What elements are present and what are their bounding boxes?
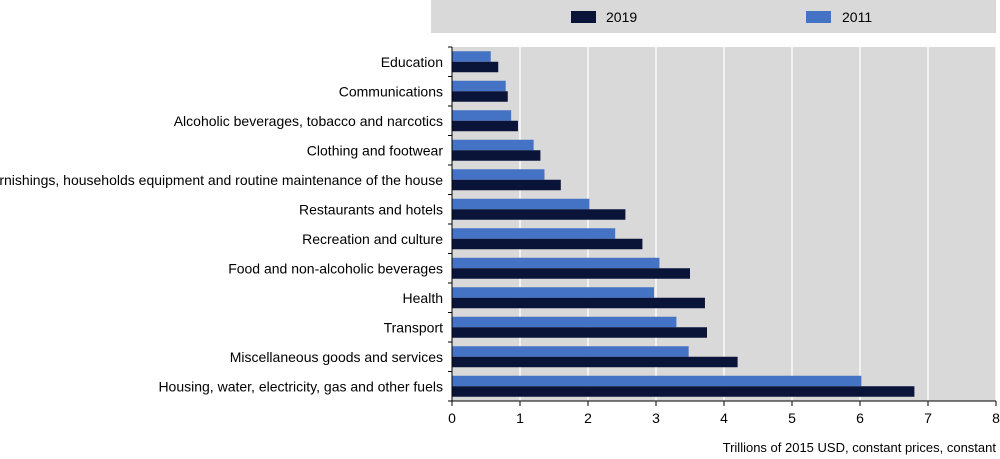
bar-2019 — [452, 179, 561, 191]
category-label: Miscellaneous goods and services — [230, 349, 443, 365]
x-tick-label: 4 — [720, 410, 728, 426]
bar-2019 — [452, 268, 690, 279]
x-tick-label: 6 — [856, 410, 864, 426]
legend-swatch-2019 — [571, 11, 596, 23]
x-tick-label: 1 — [516, 410, 524, 426]
bar-2011 — [452, 169, 545, 180]
bar-2011 — [452, 228, 616, 239]
bar-2011 — [452, 346, 689, 357]
bar-2019 — [452, 327, 707, 338]
bar-2011 — [452, 287, 654, 298]
x-tick-label: 5 — [788, 410, 796, 426]
bar-2019 — [452, 356, 738, 368]
bars — [452, 51, 915, 397]
bar-2019 — [452, 120, 518, 132]
x-tick-label: 7 — [924, 410, 932, 426]
legend-swatch-2011 — [806, 11, 831, 23]
category-label: Furnishings, households equipment and ro… — [0, 172, 443, 188]
bar-2019 — [452, 238, 643, 250]
category-label: Transport — [384, 319, 444, 335]
x-tick-label: 3 — [652, 410, 660, 426]
x-tick-label: 0 — [448, 410, 456, 426]
category-label: Health — [403, 290, 443, 306]
bar-2011 — [452, 110, 512, 121]
bar-2011 — [452, 139, 534, 151]
category-label: Restaurants and hotels — [299, 201, 443, 217]
bar-2011 — [452, 316, 677, 328]
gridlines — [519, 47, 997, 401]
bar-2019 — [452, 61, 499, 73]
legend-background — [431, 0, 996, 33]
legend: 2019 2011 — [571, 9, 872, 25]
x-ticks: 0 1 2 3 4 5 6 7 8 — [448, 401, 1000, 426]
category-label: Housing, water, electricity, gas and oth… — [158, 378, 443, 394]
bar-2011 — [452, 80, 506, 92]
legend-label-2019: 2019 — [606, 9, 637, 25]
category-label: Food and non-alcoholic beverages — [228, 260, 443, 276]
category-labels: Education Communications Alcoholic beverag… — [0, 54, 443, 395]
x-axis-label: Trillions of 2015 USD, constant prices, … — [723, 440, 997, 455]
legend-label-2011: 2011 — [842, 9, 872, 25]
category-label: Education — [381, 54, 443, 70]
bar-2019 — [452, 91, 508, 102]
bar-2019 — [452, 209, 626, 220]
category-label: Alcoholic beverages, tobacco and narcoti… — [174, 113, 443, 129]
bar-2019 — [452, 150, 541, 161]
bar-2011 — [452, 375, 862, 387]
x-tick-label: 8 — [992, 410, 1000, 426]
category-label: Communications — [339, 83, 443, 99]
x-tick-label: 2 — [584, 410, 592, 426]
category-label: Recreation and culture — [302, 231, 443, 247]
bar-2019 — [452, 386, 915, 397]
category-label: Clothing and footwear — [307, 142, 444, 158]
bar-2011 — [452, 51, 491, 62]
bar-2011 — [452, 198, 590, 210]
bar-2011 — [452, 257, 660, 269]
bar-2019 — [452, 297, 705, 309]
